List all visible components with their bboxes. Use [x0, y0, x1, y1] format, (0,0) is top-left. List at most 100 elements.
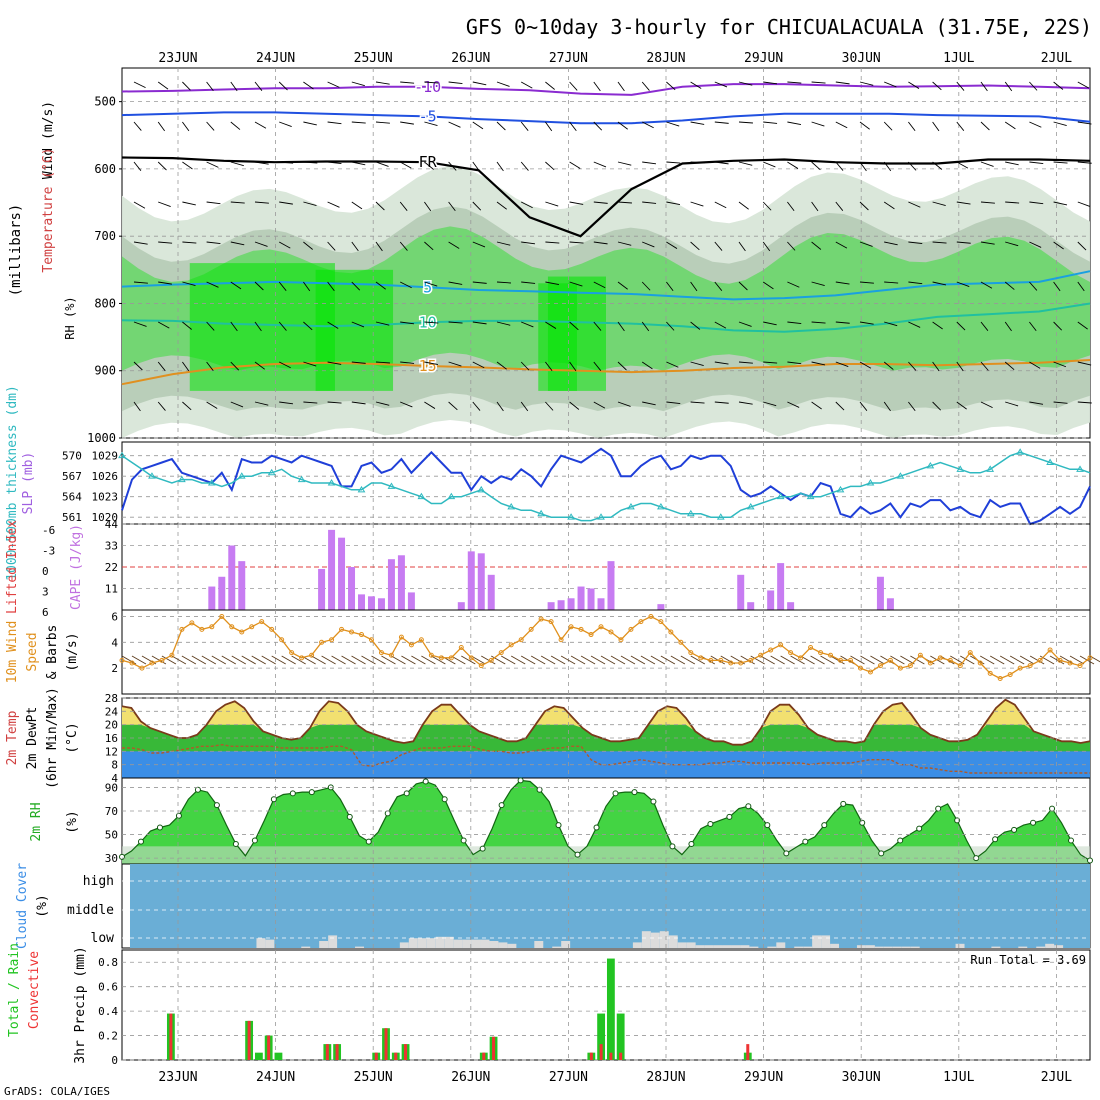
cloud-low-bar [740, 945, 750, 948]
wind-barb [630, 655, 646, 665]
wind-barb [472, 281, 487, 284]
wind-speed-marker [1037, 657, 1043, 663]
wind-barb [251, 655, 266, 665]
wind-speed-marker [867, 669, 873, 675]
wind-barb [1004, 121, 1016, 130]
wind-barb [593, 321, 602, 331]
wind-speed-marker [728, 660, 734, 666]
wind-barb [400, 401, 413, 408]
wind-barb [1053, 241, 1064, 250]
precip-convective-bar [599, 1044, 603, 1060]
cape-bar [607, 561, 615, 610]
cloud-tick: middle [67, 903, 114, 918]
wind-speed-marker [708, 657, 714, 663]
wind-barb [860, 655, 875, 665]
wind-barb [883, 161, 892, 172]
wind-barb [545, 81, 555, 90]
wind-barb [327, 81, 340, 88]
wind-speed-marker [688, 650, 694, 656]
chart-title: GFS 0~10day 3-hourly for CHICUALACUALA (… [466, 15, 1092, 39]
wind-barb [835, 241, 848, 249]
wind-barb [424, 401, 436, 409]
wind-barb [351, 201, 363, 210]
wind-barb [351, 241, 359, 252]
wind-barb [311, 655, 326, 665]
wind-speed-marker [209, 624, 215, 630]
cape-bar [467, 551, 475, 610]
cloud-low-bar [426, 938, 436, 948]
wind-barb [399, 161, 412, 169]
wind-barb [1029, 401, 1044, 405]
thickness-marker [956, 465, 965, 472]
wind-barb [157, 121, 166, 132]
precip-convective-bar [374, 1052, 378, 1060]
wind-barb [351, 655, 366, 665]
wind-barb [496, 161, 504, 172]
wind-barb [908, 161, 917, 171]
wind-barb [960, 655, 975, 665]
cape-tick: 22 [105, 561, 118, 574]
rh2m-marker [479, 845, 486, 852]
wind-barb [230, 161, 244, 167]
thickness-marker [986, 465, 995, 472]
wind-barb [361, 655, 376, 665]
wind-barb [1029, 655, 1045, 665]
wind-barb [787, 401, 800, 408]
wind-barb [763, 121, 778, 124]
wind-barb [540, 655, 556, 665]
wind-barb [158, 241, 173, 244]
wind-barb [278, 241, 291, 249]
cloud-low-bar [435, 936, 445, 948]
precip-convective-bar [169, 1013, 173, 1060]
cloud-low-bar [794, 946, 804, 948]
wind-barb [411, 655, 426, 665]
precip-convective-bar [482, 1052, 486, 1060]
wind-barb [327, 241, 336, 251]
thickness-marker [357, 485, 366, 493]
cloud-background [130, 864, 1090, 948]
wind-barb [820, 655, 835, 665]
wind-barb [351, 281, 361, 291]
wind-barb [763, 161, 776, 168]
wind-barb [690, 321, 701, 330]
wind-barb [500, 655, 516, 665]
wind-barb [327, 321, 339, 329]
wind-barb [641, 121, 654, 129]
wind-speed-marker [169, 652, 175, 658]
wind-barb [666, 401, 681, 405]
wind-barb [811, 201, 819, 212]
temperature-axis-title: Temperature (°C) [41, 147, 56, 272]
cape-bar [338, 537, 346, 610]
rh2m-marker [631, 789, 638, 796]
wind-speed-marker [478, 663, 484, 669]
cloud-low-bar [695, 945, 705, 948]
date-label-top: 27JUN [549, 51, 588, 66]
wind-barb [787, 161, 799, 169]
wind-barb [590, 655, 606, 665]
cloud-low-bar [803, 946, 813, 948]
wind-barb [1077, 401, 1092, 404]
wind-speed-marker [788, 650, 794, 656]
wind-barb [545, 241, 560, 244]
thickness-marker [746, 502, 755, 510]
wind-barb [787, 241, 796, 251]
temp-tick: 28 [105, 692, 118, 705]
wind-barb [1077, 321, 1088, 330]
cape-tick: 33 [105, 540, 118, 553]
wind-speed-marker [1047, 647, 1053, 653]
precip-convective-bar [589, 1052, 593, 1060]
wind-speed-marker [349, 629, 355, 635]
wind-speed-marker [179, 626, 185, 632]
footer-credit: GrADS: COLA/IGES [4, 1085, 110, 1098]
thickness-marker [1016, 448, 1025, 455]
wind-barb [327, 161, 342, 165]
date-label-bottom: 23JUN [158, 1070, 197, 1085]
wind-barb [1053, 321, 1062, 331]
temperature-contour-5 [121, 270, 1091, 301]
wind-barb [1049, 655, 1065, 665]
wind-barb [811, 361, 826, 366]
thickness-marker [237, 472, 246, 479]
wind-barb [158, 201, 171, 207]
wind-speed-marker [698, 655, 704, 661]
thickness-marker [148, 472, 156, 479]
